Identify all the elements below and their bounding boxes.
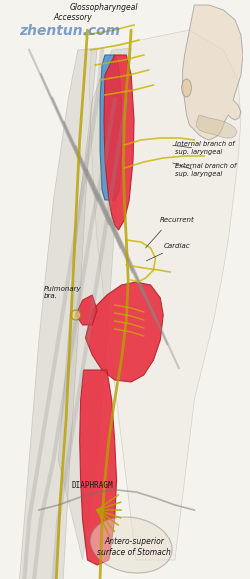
Polygon shape xyxy=(58,48,131,560)
Text: Antero-superior
surface of Stomach: Antero-superior surface of Stomach xyxy=(97,537,171,557)
Polygon shape xyxy=(196,115,237,138)
Text: Pulmonary
bra.: Pulmonary bra. xyxy=(44,285,81,299)
Text: Internal branch of
sup. laryngeal: Internal branch of sup. laryngeal xyxy=(175,141,234,155)
Text: zhentun.com: zhentun.com xyxy=(20,24,120,38)
Ellipse shape xyxy=(90,517,172,573)
Polygon shape xyxy=(80,370,116,565)
Text: Cardiac: Cardiac xyxy=(163,243,190,249)
Polygon shape xyxy=(104,55,134,230)
Circle shape xyxy=(71,310,81,320)
Ellipse shape xyxy=(182,79,192,97)
Text: Accessory: Accessory xyxy=(54,13,92,22)
Polygon shape xyxy=(86,282,163,382)
Text: DIAPHRAGM: DIAPHRAGM xyxy=(72,481,113,490)
Text: Recurrent: Recurrent xyxy=(160,217,195,223)
Polygon shape xyxy=(100,55,122,200)
Polygon shape xyxy=(76,295,97,325)
Polygon shape xyxy=(183,5,243,140)
Polygon shape xyxy=(20,48,97,579)
Text: Glossopharyngeal: Glossopharyngeal xyxy=(70,3,138,12)
Polygon shape xyxy=(90,30,241,560)
Text: External branch of
sup. laryngeal: External branch of sup. laryngeal xyxy=(175,163,236,177)
